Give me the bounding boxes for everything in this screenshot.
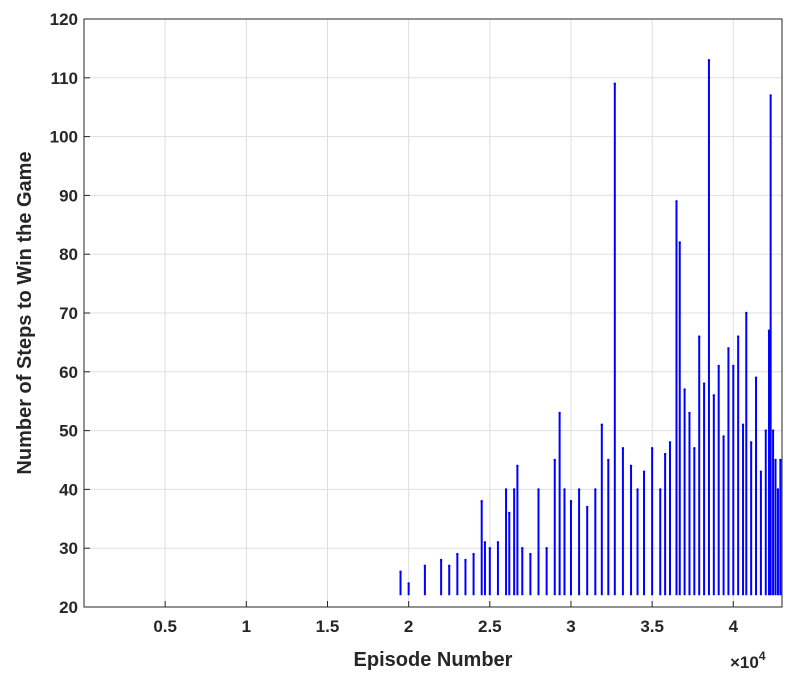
data-point: [456, 552, 459, 556]
data-point: [712, 394, 716, 397]
y-tick-label: 60: [59, 363, 78, 382]
data-point: [736, 335, 740, 338]
data-point: [668, 441, 672, 444]
data-point: [558, 411, 561, 415]
data-point: [480, 499, 483, 503]
data-point: [586, 505, 589, 509]
data-point: [698, 335, 701, 338]
x-tick-label: 3.5: [640, 617, 664, 636]
data-point: [663, 452, 667, 456]
y-axis-ticks: 20 30 40 50 60 70 80 90 100 110 120: [50, 10, 90, 617]
data-point: [659, 488, 662, 491]
data-point: [569, 499, 573, 503]
data-point: [688, 411, 691, 415]
data-point: [439, 558, 443, 562]
data-point: [621, 447, 625, 450]
data-point: [464, 558, 467, 562]
x-tick-label: 4: [729, 617, 739, 636]
y-tick-label: 40: [59, 480, 78, 499]
data-point: [749, 441, 753, 444]
data-point: [779, 458, 782, 462]
data-point: [448, 564, 451, 568]
data-point: [472, 552, 475, 556]
data-point: [537, 488, 540, 491]
data-point: [508, 511, 511, 515]
data-point: [702, 382, 706, 385]
y-tick-label: 20: [59, 598, 78, 617]
data-point: [764, 429, 767, 432]
data-point: [399, 570, 402, 573]
data-point: [636, 488, 639, 491]
data-point: [754, 376, 758, 379]
y-tick-label: 30: [59, 539, 78, 558]
y-tick-label: 110: [51, 69, 78, 88]
data-point: [545, 547, 548, 550]
data-point: [529, 552, 532, 556]
y-tick-label: 120: [50, 10, 78, 29]
y-tick-label: 90: [59, 186, 78, 205]
x-tick-label: 2: [404, 617, 413, 636]
y-tick-label: 100: [50, 128, 78, 147]
data-point: [613, 82, 617, 85]
data-point: [722, 435, 725, 438]
data-point: [577, 488, 581, 491]
data-point: [759, 470, 763, 473]
data-point: [717, 364, 720, 368]
x-tick-label: 2.5: [478, 617, 502, 636]
data-point: [642, 470, 646, 473]
data-point: [727, 347, 730, 350]
x-tick-label: 3: [566, 617, 575, 636]
data-point: [707, 58, 711, 62]
data-point: [563, 488, 566, 491]
data-point: [521, 547, 524, 550]
series-layer: [399, 58, 782, 596]
data-point: [512, 488, 516, 491]
data-point: [600, 423, 604, 426]
x-tick-label: 0.5: [153, 617, 177, 636]
data-point: [423, 564, 427, 568]
x-axis-label: Episode Number: [354, 649, 513, 671]
x-tick-label: 1: [242, 617, 251, 636]
x-axis-ticks: 0.5 1 1.5 2 2.5 3 3.5 4: [153, 601, 739, 636]
data-point: [769, 94, 772, 97]
data-point: [483, 541, 487, 544]
x-exponent-base: ×10: [730, 653, 759, 672]
y-tick-label: 80: [59, 245, 78, 264]
data-point: [693, 447, 696, 450]
data-point: [650, 447, 654, 450]
data-point: [504, 488, 508, 491]
y-tick-label: 70: [59, 304, 78, 323]
x-tick-label: 1.5: [316, 617, 340, 636]
data-point: [678, 241, 681, 244]
y-axis-label: Number of Steps to Win the Game: [14, 151, 36, 474]
y-tick-label: 50: [59, 422, 78, 441]
data-point: [767, 329, 771, 332]
data-point: [516, 464, 519, 468]
data-point: [741, 423, 745, 426]
data-point: [745, 311, 748, 315]
data-point: [771, 429, 775, 432]
data-point: [488, 547, 492, 550]
data-point: [407, 582, 410, 585]
data-point: [776, 488, 780, 491]
data-point: [732, 364, 735, 368]
data-point: [553, 458, 556, 462]
x-exponent-power: 4: [759, 649, 766, 663]
data-point: [607, 458, 610, 462]
data-point: [496, 541, 500, 544]
data-point: [683, 388, 686, 391]
x-exponent: ×104: [730, 649, 766, 672]
data-point: [629, 464, 633, 468]
data-point: [774, 458, 777, 462]
data-point: [594, 488, 597, 491]
data-point: [675, 200, 678, 203]
